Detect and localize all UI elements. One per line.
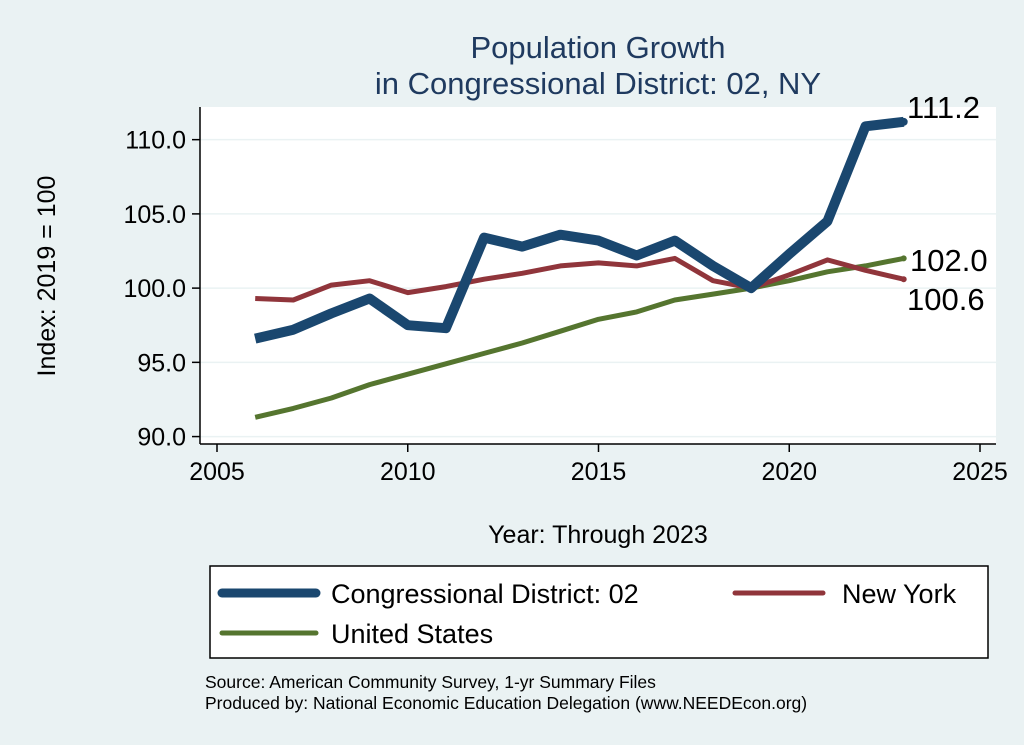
y-tick-label-3: 105.0 — [123, 201, 186, 229]
y-tick-label-2: 100.0 — [123, 275, 186, 303]
series-united-states-end-point — [900, 255, 907, 262]
series-congressional-district — [254, 116, 905, 344]
end-labels: 111.2 102.0 100.6 — [907, 90, 988, 317]
legend: Congressional District: 02 New York Unit… — [209, 565, 989, 659]
legend-label-new-york: New York — [842, 579, 957, 609]
x-tick-label-4: 2025 — [952, 458, 1008, 486]
grid-lines — [200, 138, 996, 438]
chart-title-line-2: in Congressional District: 02, NY — [375, 66, 821, 101]
chart-title-line-1: Population Growth — [470, 30, 725, 65]
x-tick-label-1: 2010 — [380, 458, 436, 486]
x-tick-label-2: 2015 — [571, 458, 627, 486]
axes: 90.0 95.0 100.0 105.0 110.0 2005 2010 2015 2020 2… — [123, 107, 1008, 486]
x-axis-title: Year: Through 2023 — [488, 521, 708, 549]
legend-box — [209, 565, 989, 659]
legend-label-united-states: United States — [331, 619, 493, 649]
source-note: Source: American Community Survey, 1-yr … — [205, 672, 656, 692]
producer-note: Produced by: National Economic Education… — [205, 693, 807, 713]
end-label-new-york: 100.6 — [907, 282, 985, 317]
end-label-united-states: 102.0 — [910, 243, 988, 278]
y-tick-label-4: 110.0 — [125, 127, 186, 155]
plot-area — [200, 107, 996, 444]
y-axis-title: Index: 2019 = 100 — [33, 176, 61, 377]
series-new-york — [255, 255, 905, 303]
x-tick-label-0: 2005 — [189, 458, 245, 486]
y-tick-label-0: 90.0 — [137, 424, 186, 452]
series-congressional-district-end-point — [899, 117, 908, 126]
end-label-congressional-district: 111.2 — [907, 90, 980, 125]
x-tick-label-3: 2020 — [761, 458, 817, 486]
series-new-york-end-point — [900, 276, 907, 283]
series-lines — [254, 116, 908, 420]
y-tick-label-1: 95.0 — [137, 349, 186, 377]
legend-label-congressional-district: Congressional District: 02 — [331, 579, 639, 609]
series-united-states — [254, 255, 905, 420]
